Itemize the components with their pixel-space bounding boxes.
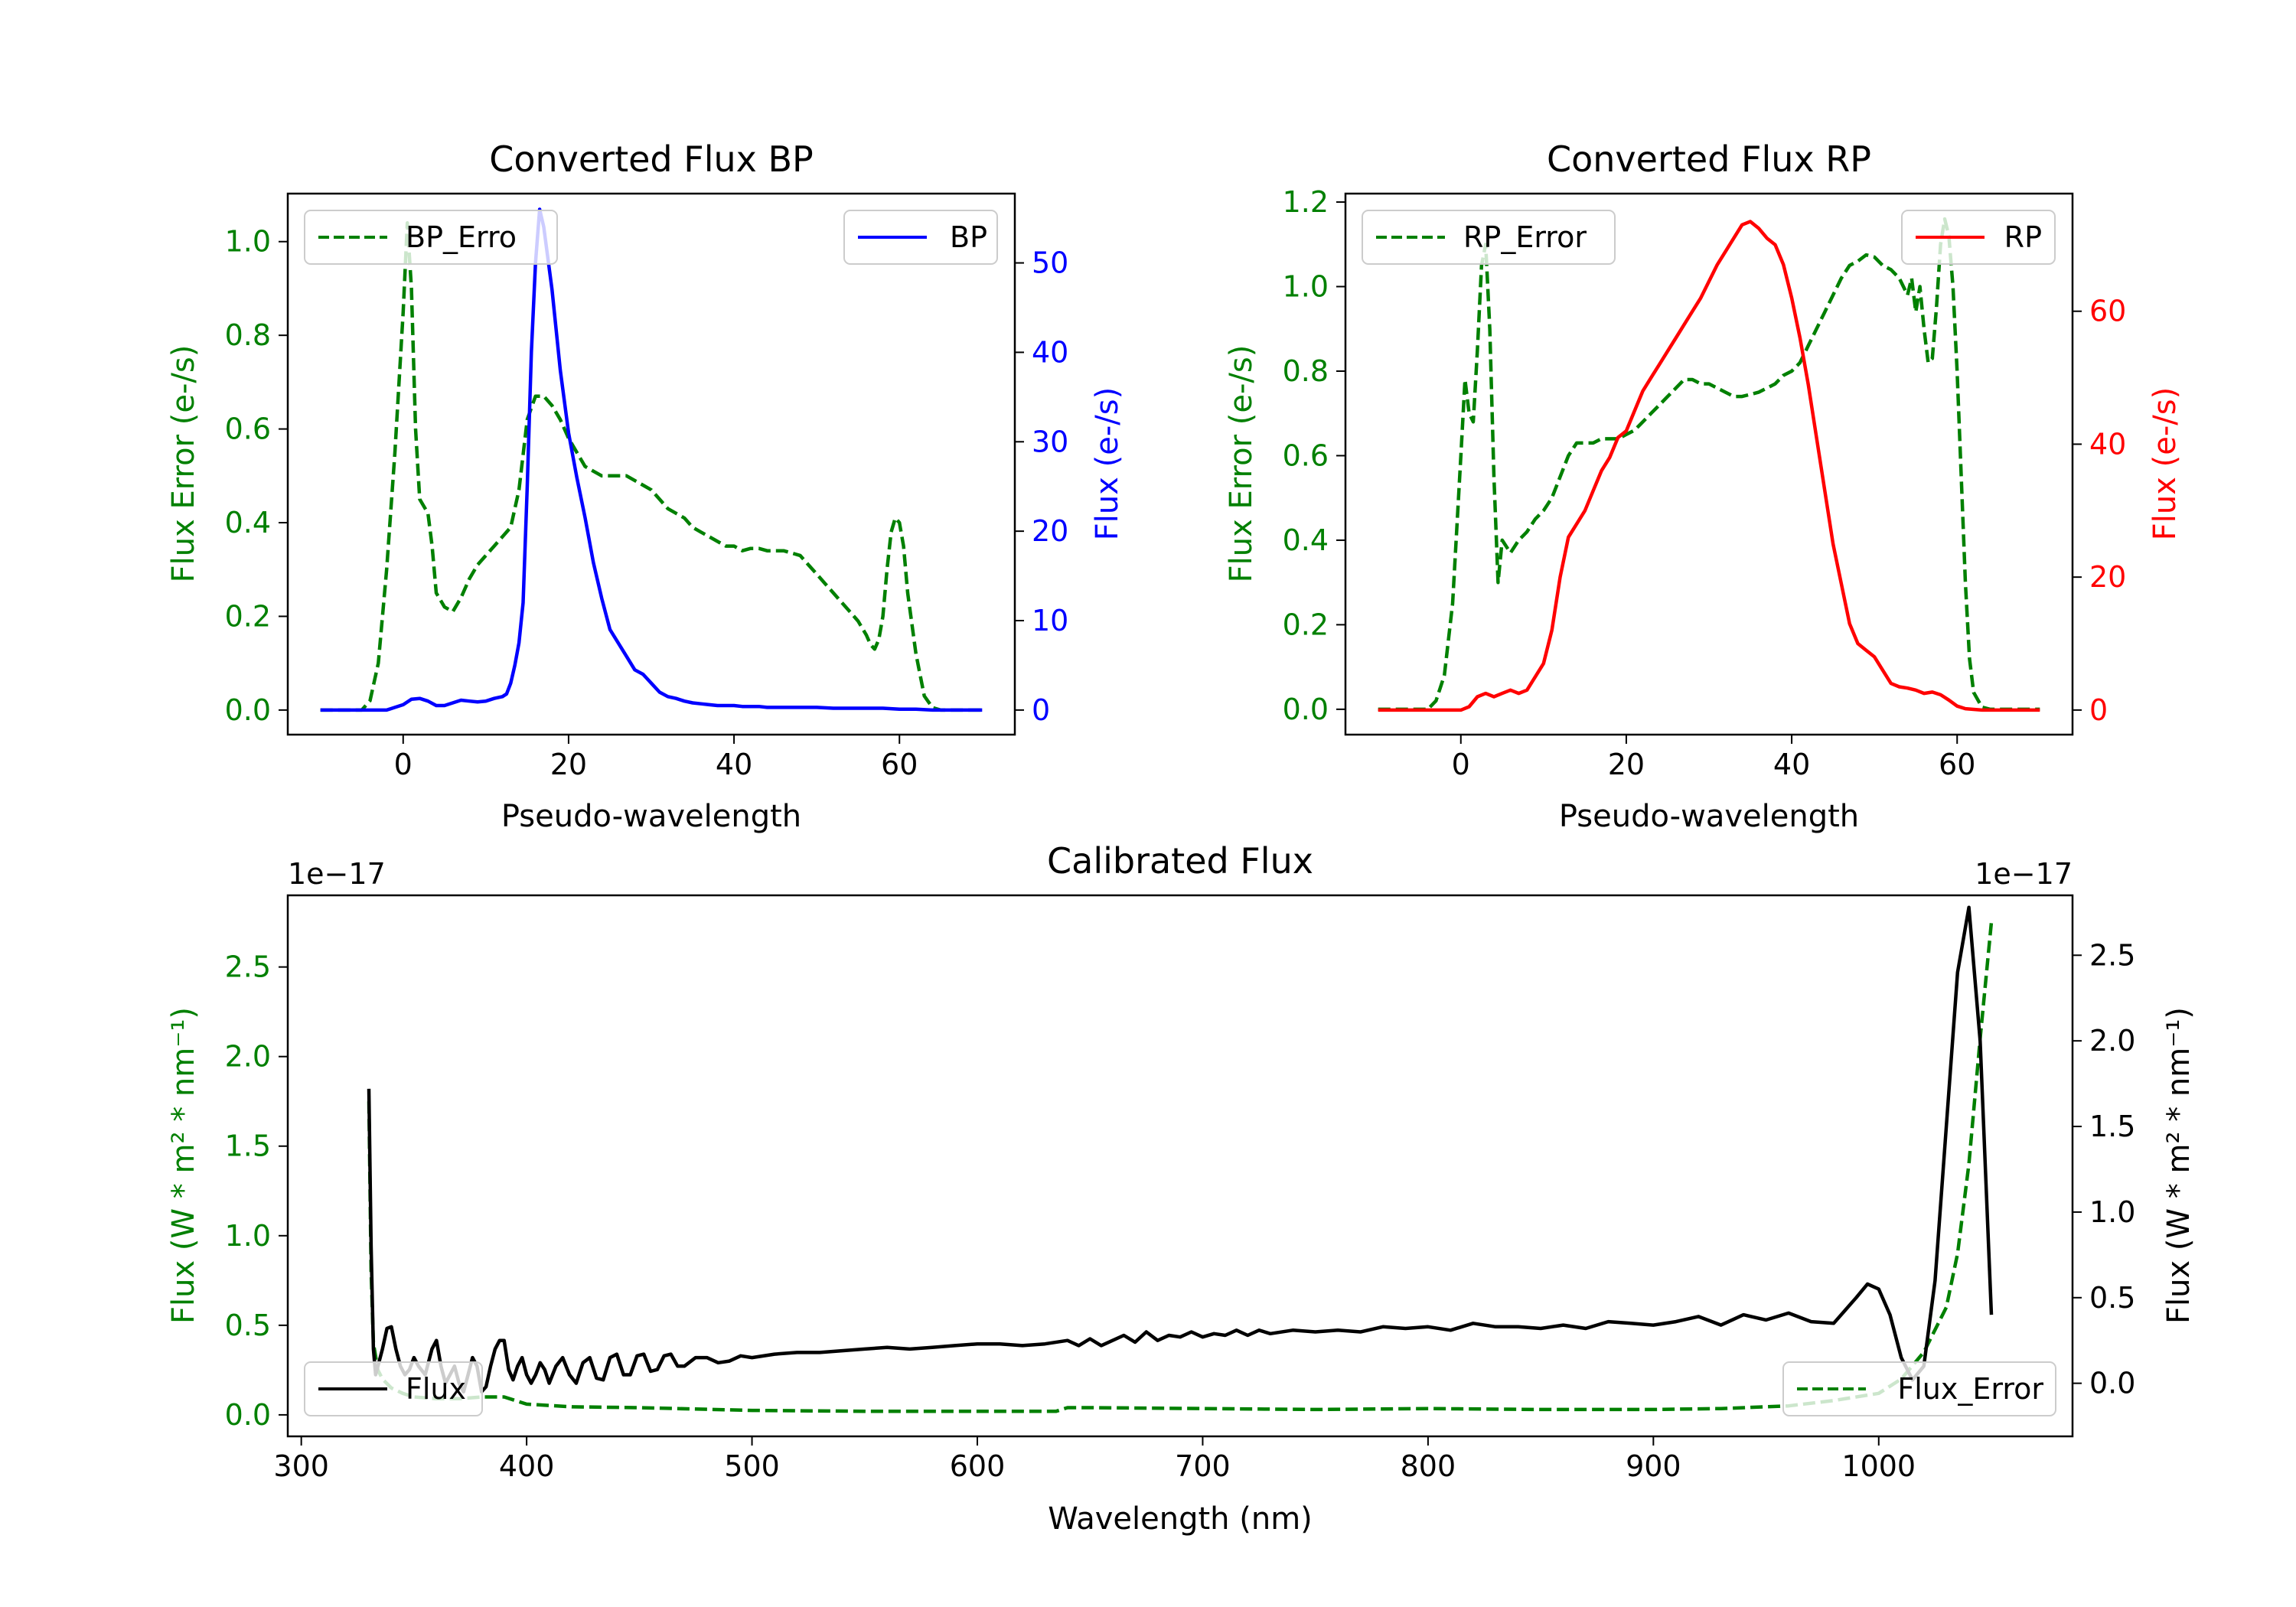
x-tick-label: 0 xyxy=(394,748,413,781)
legend-left: Flux xyxy=(304,1361,483,1416)
chart-title: Calibrated Flux xyxy=(1047,840,1313,882)
x-tick-label: 300 xyxy=(273,1449,329,1483)
y-tick-label-right: 10 xyxy=(1032,604,1068,637)
y-tick-label-left: 0.4 xyxy=(225,506,271,539)
x-axis-label: Pseudo-wavelength xyxy=(501,799,801,834)
y-axis-label-right: Flux (W * m² * nm⁻¹) xyxy=(2161,1007,2197,1324)
y-tick-label-left: 0.6 xyxy=(225,412,271,446)
x-tick-label: 60 xyxy=(881,748,918,781)
y-tick-label-left: 0.5 xyxy=(225,1309,271,1342)
y-tick-label-left: 0.2 xyxy=(225,599,271,633)
x-tick-label: 40 xyxy=(716,748,752,781)
y-tick-label-left: 0.6 xyxy=(1283,438,1329,472)
y-tick-label-right: 20 xyxy=(2089,560,2126,594)
y-tick-label-right: 20 xyxy=(1032,514,1068,548)
legend-box xyxy=(1782,1361,2056,1416)
offset-label-left: 1e−17 xyxy=(288,857,386,891)
offset-label-right: 1e−17 xyxy=(1975,857,2073,891)
legend-left: BP_Erro xyxy=(304,210,558,265)
x-tick-label: 20 xyxy=(1608,748,1645,781)
series-line-bp-error xyxy=(320,221,983,712)
calibrated-flux-chart-panel: Calibrated Flux 1e−17 1e−17 0.0 0.5 1.0 1.5… xyxy=(166,840,2197,1537)
y-axis-label-right: Flux (e-/s) xyxy=(1090,387,1125,540)
y-tick-label-left: 0.8 xyxy=(225,318,271,352)
legend-label-flux-error: Flux_Error xyxy=(1897,1372,2043,1406)
y-tick-label-left: 0.2 xyxy=(1283,608,1329,641)
legend-right: BP xyxy=(843,210,998,265)
y-tick-label-left: 0.0 xyxy=(225,1398,271,1432)
x-tick-label: 700 xyxy=(1175,1449,1231,1483)
y-tick-label-left: 2.0 xyxy=(225,1040,271,1074)
series-line-rp xyxy=(1378,220,2040,712)
legend-label-flux: Flux xyxy=(406,1372,466,1406)
series-line-rp-error xyxy=(1378,217,2040,712)
legend-label-rp-error: RP_Error xyxy=(1463,220,1587,254)
legend-label-rp: RP xyxy=(2004,220,2042,254)
legend-box xyxy=(1362,210,1616,265)
x-axis-label: Wavelength (nm) xyxy=(1048,1501,1313,1537)
x-tick-label: 400 xyxy=(499,1449,555,1483)
x-tick-label: 40 xyxy=(1773,748,1810,781)
y-tick-label-right: 50 xyxy=(1032,246,1068,280)
y-tick-label-right: 30 xyxy=(1032,425,1068,458)
legend-box xyxy=(304,210,558,265)
y-tick-label-right: 0.0 xyxy=(2089,1367,2135,1400)
plot-frame xyxy=(286,192,1016,736)
legend-right: Flux_Error xyxy=(1782,1361,2056,1416)
y-tick-label-right: 60 xyxy=(2089,295,2126,328)
bp-chart-panel: Converted Flux BP 0.0 0.2 0.4 0.6 0.8 1.0 0 10… xyxy=(166,139,1125,834)
y-tick-label-right: 2.5 xyxy=(2089,938,2135,972)
chart-title: Converted Flux BP xyxy=(489,139,814,180)
y-axis-label-right: Flux (e-/s) xyxy=(2148,387,2183,540)
plot-frame xyxy=(286,894,2074,1438)
y-tick-label-left: 0.4 xyxy=(1283,523,1329,557)
y-tick-label-right: 40 xyxy=(1032,335,1068,369)
y-axis-label-left: Flux (W * m² * nm⁻¹) xyxy=(166,1007,201,1324)
x-tick-label: 20 xyxy=(550,748,587,781)
y-tick-label-right: 40 xyxy=(2089,427,2126,461)
y-tick-label-right: 0 xyxy=(2089,693,2108,727)
x-tick-label: 500 xyxy=(724,1449,780,1483)
series-line-bp xyxy=(320,207,983,712)
legend-label-bp-error: BP_Erro xyxy=(406,220,517,254)
y-tick-label-right: 0.5 xyxy=(2089,1281,2135,1315)
x-tick-label: 600 xyxy=(950,1449,1006,1483)
x-axis-label: Pseudo-wavelength xyxy=(1559,799,1859,834)
legend-left: RP_Error xyxy=(1362,210,1616,265)
y-tick-label-right: 1.0 xyxy=(2089,1195,2135,1229)
y-tick-label-left: 1.0 xyxy=(225,225,271,259)
rp-chart-panel: Converted Flux RP 0.00.20.40.60.81.01.2 … xyxy=(1224,139,2183,834)
y-tick-label-left: 0.8 xyxy=(1283,354,1329,388)
x-tick-label: 0 xyxy=(1452,748,1470,781)
y-tick-label-left: 1.0 xyxy=(225,1219,271,1253)
y-tick-label-left: 1.0 xyxy=(1283,270,1329,304)
legend-right: RP xyxy=(1901,210,2056,265)
y-tick-label-left: 0.0 xyxy=(225,693,271,727)
y-tick-label-left: 1.2 xyxy=(1283,185,1329,219)
y-tick-label-left: 1.5 xyxy=(225,1129,271,1163)
x-tick-label: 1000 xyxy=(1841,1449,1916,1483)
legend-box xyxy=(304,1361,483,1416)
y-axis-label-left: Flux Error (e-/s) xyxy=(166,345,201,583)
x-tick-label: 60 xyxy=(1939,748,1975,781)
y-axis-label-left: Flux Error (e-/s) xyxy=(1224,345,1259,583)
legend-label-bp: BP xyxy=(950,220,987,254)
x-tick-label: 800 xyxy=(1401,1449,1456,1483)
y-tick-label-right: 0 xyxy=(1032,693,1050,727)
y-tick-label-left: 0.0 xyxy=(1283,693,1329,726)
x-tick-label: 900 xyxy=(1626,1449,1681,1483)
y-tick-label-right: 2.0 xyxy=(2089,1024,2135,1058)
y-tick-label-left: 2.5 xyxy=(225,950,271,984)
chart-title: Converted Flux RP xyxy=(1547,139,1871,180)
y-tick-label-right: 1.5 xyxy=(2089,1110,2135,1143)
plot-frame xyxy=(1344,192,2074,736)
